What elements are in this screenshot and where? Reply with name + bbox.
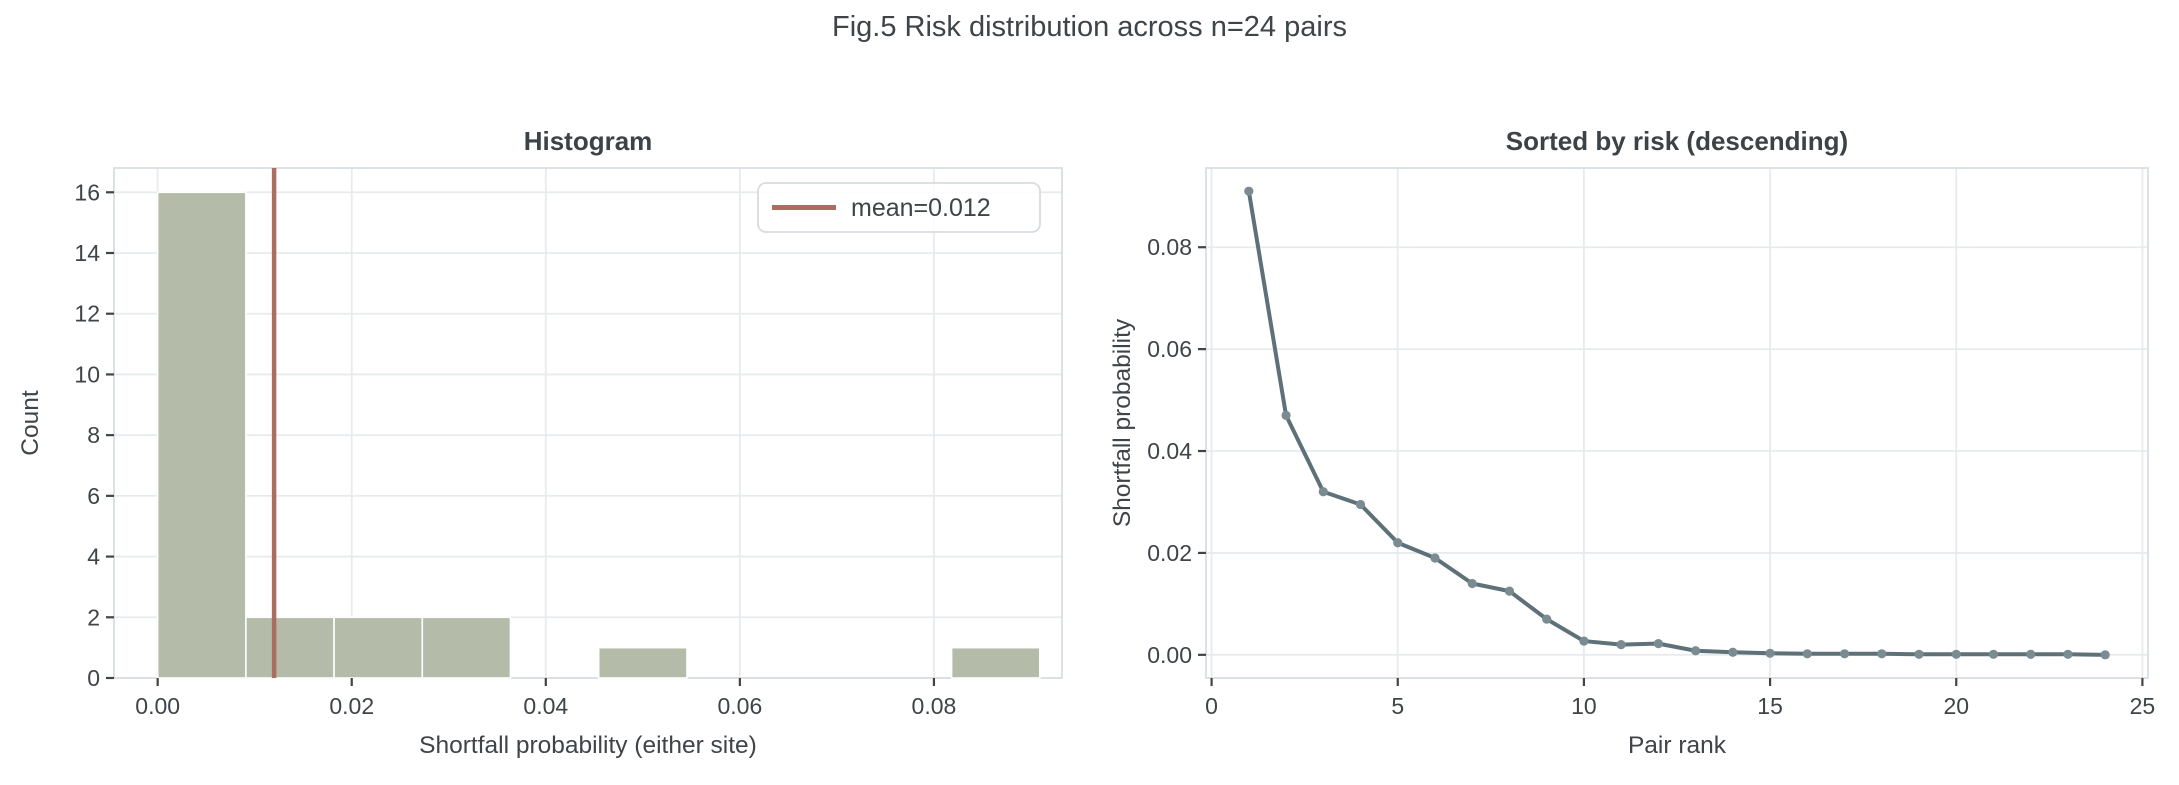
risk-point (1802, 649, 1812, 659)
x-tick-label: 0.04 (523, 693, 568, 719)
y-tick-label: 14 (74, 240, 100, 266)
risk-point (1988, 649, 1999, 659)
risk-point (1765, 648, 1775, 658)
y-tick-label: 0.06 (1147, 336, 1192, 362)
risk-point (1318, 487, 1328, 497)
y-tick-label: 4 (87, 544, 100, 570)
risk-point (2100, 650, 2110, 660)
x-tick-label: 0.06 (717, 693, 762, 719)
legend-label: mean=0.012 (851, 194, 991, 222)
risk-point (1355, 499, 1366, 510)
risk-curve-plot-area: 0 5 10 15 20 25 0.00 0.02 0.04 0.06 0.08 (1147, 167, 2156, 719)
y-tick-label: 0.08 (1147, 234, 1192, 260)
x-tick-label: 0.08 (912, 693, 957, 719)
risk-point (1393, 538, 1403, 548)
y-tick-label: 12 (74, 301, 100, 327)
risk-point (1653, 639, 1663, 649)
histogram-title: Histogram (524, 126, 653, 156)
y-tick-label: 8 (87, 422, 100, 448)
axes-spines (113, 167, 1063, 679)
risk-point (1728, 647, 1738, 657)
histogram-bar (333, 616, 424, 679)
y-tick-label: 2 (87, 604, 100, 630)
histogram-xlabel: Shortfall probability (either site) (419, 732, 757, 759)
y-tick-label: 0 (87, 665, 100, 691)
risk-curve-xlabel: Pair rank (1628, 732, 1727, 759)
x-tick-label: 15 (1757, 693, 1783, 719)
risk-curve-ylabel: Shortfall probability (1109, 318, 1136, 527)
axes-spines (1205, 167, 2149, 679)
x-tick-label: 25 (2130, 693, 2156, 719)
risk-point (1430, 553, 1440, 563)
y-tick-label: 0.02 (1147, 540, 1192, 566)
risk-point (1616, 640, 1626, 650)
y-tick-label: 16 (74, 179, 100, 205)
figure-title: Fig.5 Risk distribution across n=24 pair… (832, 11, 1347, 43)
y-tick-label: 6 (87, 483, 100, 509)
x-tick-label: 0.02 (329, 693, 374, 719)
x-tick-label: 10 (1571, 693, 1597, 719)
x-tick-label: 20 (1943, 693, 1969, 719)
risk-point (1839, 649, 1850, 659)
risk-point (1691, 646, 1701, 656)
risk-curve-panel: 0 5 10 15 20 25 0.00 0.02 0.04 0.06 0.08 Sorted by… (1109, 126, 2155, 759)
x-tick-label: 0.00 (135, 693, 180, 719)
risk-curve-title: Sorted by risk (descending) (1506, 126, 1848, 156)
histogram-bar (597, 646, 688, 679)
risk-line (1246, 189, 2108, 657)
risk-point (1244, 186, 1254, 196)
risk-point (2063, 649, 2073, 659)
histogram-ylabel: Count (17, 390, 44, 456)
risk-point (1914, 649, 1924, 659)
risk-point (1504, 586, 1515, 596)
x-tick-label: 0 (1205, 693, 1218, 719)
histogram-bar (950, 646, 1041, 679)
histogram-panel: 0.00 0.02 0.04 0.06 0.08 0 2 4 6 8 10 12 14 16 mean=0.… (17, 126, 1063, 759)
legend: mean=0.012 (757, 182, 1041, 233)
histogram-plot-area: 0.00 0.02 0.04 0.06 0.08 0 2 4 6 8 10 12 14 16 mean=0.… (74, 167, 1063, 719)
histogram-bar (421, 616, 512, 679)
risk-point (1281, 410, 1291, 420)
histogram-bar (245, 616, 335, 679)
risk-point (1579, 636, 1589, 646)
y-tick-label: 0.00 (1147, 642, 1192, 668)
risk-point (1877, 649, 1887, 659)
y-tick-label: 0.04 (1147, 438, 1192, 464)
legend-box (757, 182, 1041, 233)
risk-point (1467, 578, 1477, 589)
histogram-bar (156, 191, 247, 679)
risk-point (1542, 614, 1552, 624)
risk-point (1951, 649, 1961, 659)
x-tick-label: 5 (1391, 693, 1404, 719)
risk-point (2026, 649, 2036, 659)
y-tick-label: 10 (74, 361, 100, 387)
